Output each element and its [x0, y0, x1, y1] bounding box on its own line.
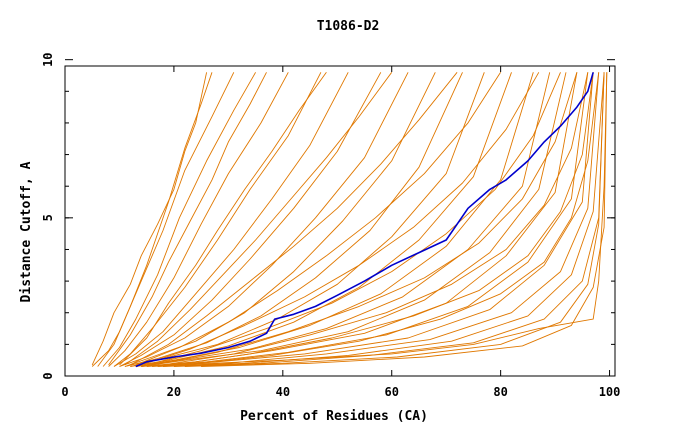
y-tick-label: 0 [41, 372, 55, 379]
plot-frame [64, 65, 616, 377]
x-tick-label: 20 [167, 385, 181, 399]
series-line-29 [130, 72, 458, 366]
x-tick-label: 40 [276, 385, 290, 399]
series-line-23 [201, 72, 608, 367]
series-line-34 [162, 72, 589, 366]
x-tick-label: 100 [599, 385, 621, 399]
series-line-20 [162, 72, 605, 367]
series-line-8 [119, 72, 409, 367]
series-line-32 [146, 72, 561, 366]
series-line-12 [130, 72, 512, 367]
series-line-1 [91, 72, 213, 367]
plot-lines [91, 72, 608, 368]
series-line-30 [135, 72, 501, 366]
series-line-26 [108, 72, 267, 366]
x-tick-label: 80 [493, 385, 507, 399]
y-axis: 0 5 10 [41, 52, 615, 380]
y-tick-label: 10 [41, 52, 55, 66]
series-line-6 [113, 72, 349, 367]
series-line-31 [141, 72, 540, 366]
series-line-33 [152, 72, 578, 366]
series-line-18 [152, 72, 594, 367]
series-line-13 [135, 72, 534, 367]
highlight-series-line [135, 72, 594, 368]
x-tick-label: 60 [385, 385, 399, 399]
series-line-4 [108, 72, 289, 367]
series-line-9 [124, 72, 436, 367]
series-line-14 [135, 72, 551, 367]
series-line-24 [173, 72, 608, 366]
x-axis-label: Percent of Residues (CA) [240, 409, 428, 424]
y-tick-label: 5 [41, 214, 55, 221]
chart-title: T1086-D2 [317, 19, 380, 34]
series-line-5 [113, 72, 322, 367]
series-line-7 [119, 72, 382, 367]
series-line-11 [130, 72, 485, 367]
x-tick-label: 0 [61, 385, 68, 399]
x-axis: 0 20 40 60 80 100 [61, 66, 620, 399]
series-line-25 [91, 72, 208, 366]
series-line-15 [141, 72, 567, 367]
series-line-2 [97, 72, 235, 367]
series-line-36 [184, 72, 600, 366]
series-line-28 [124, 72, 393, 366]
series-line-3 [102, 72, 256, 367]
series-line-27 [119, 72, 327, 366]
series-line-10 [124, 72, 463, 367]
series-line-17 [146, 72, 589, 367]
y-axis-label: Distance Cutoff, A [19, 161, 34, 302]
series-line-35 [173, 72, 594, 366]
series-line-22 [184, 72, 605, 367]
series-line-21 [173, 72, 605, 367]
